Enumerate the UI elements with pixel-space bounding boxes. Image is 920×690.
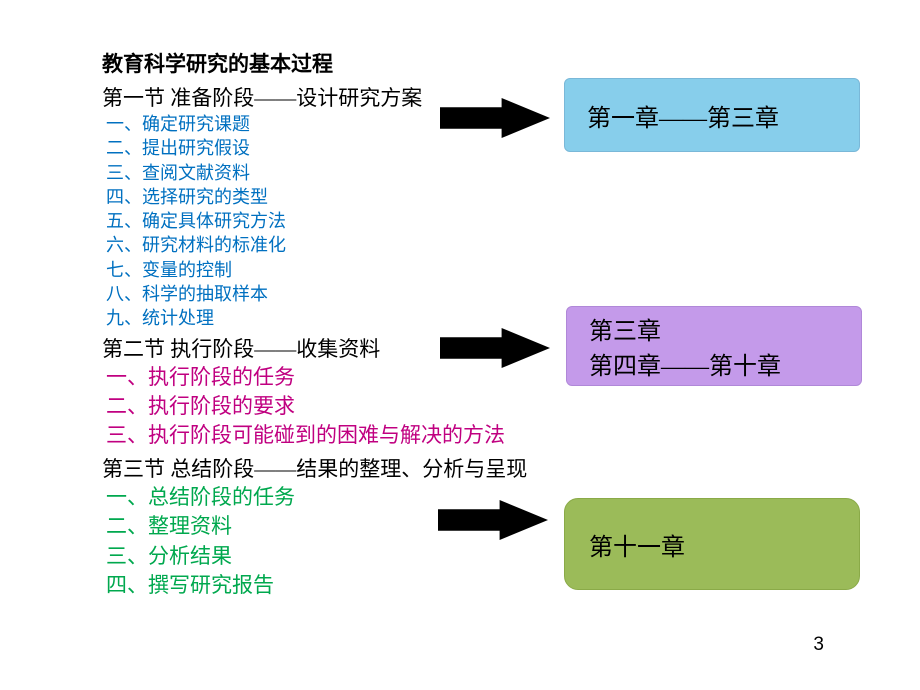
page-number: 3 (813, 634, 824, 656)
main-title: 教育科学研究的基本过程 (102, 48, 527, 78)
section1-item: 七、变量的控制 (106, 258, 527, 282)
chapter-box-2-line1: 第三章 (589, 311, 861, 346)
section1-item: 六、研究材料的标准化 (106, 233, 527, 257)
chapter-box-2-line2: 第四章——第十章 (589, 346, 861, 381)
chapter-box-2: 第三章 第四章——第十章 (566, 306, 862, 386)
section1-item: 四、选择研究的类型 (106, 185, 527, 209)
section2-item: 二、执行阶段的要求 (106, 392, 527, 421)
arrow-icon (440, 328, 550, 368)
section3-item: 三、分析结果 (106, 542, 527, 571)
chapter-box-3: 第十一章 (564, 498, 860, 590)
chapter-box-3-text: 第十一章 (589, 527, 859, 562)
section2-item: 三、执行阶段可能碰到的困难与解决的方法 (106, 421, 527, 450)
section3-item: 四、撰写研究报告 (106, 571, 527, 600)
section3-header: 第三节 总结阶段——结果的整理、分析与呈现 (102, 453, 527, 483)
chapter-box-1-text: 第一章——第三章 (587, 98, 859, 133)
chapter-box-1: 第一章——第三章 (564, 78, 860, 152)
arrow-icon (438, 500, 548, 540)
section1-item: 二、提出研究假设 (106, 136, 527, 160)
section1-item: 八、科学的抽取样本 (106, 282, 527, 306)
arrow-icon (440, 98, 550, 138)
section1-item: 五、确定具体研究方法 (106, 209, 527, 233)
section1-item: 三、查阅文献资料 (106, 161, 527, 185)
